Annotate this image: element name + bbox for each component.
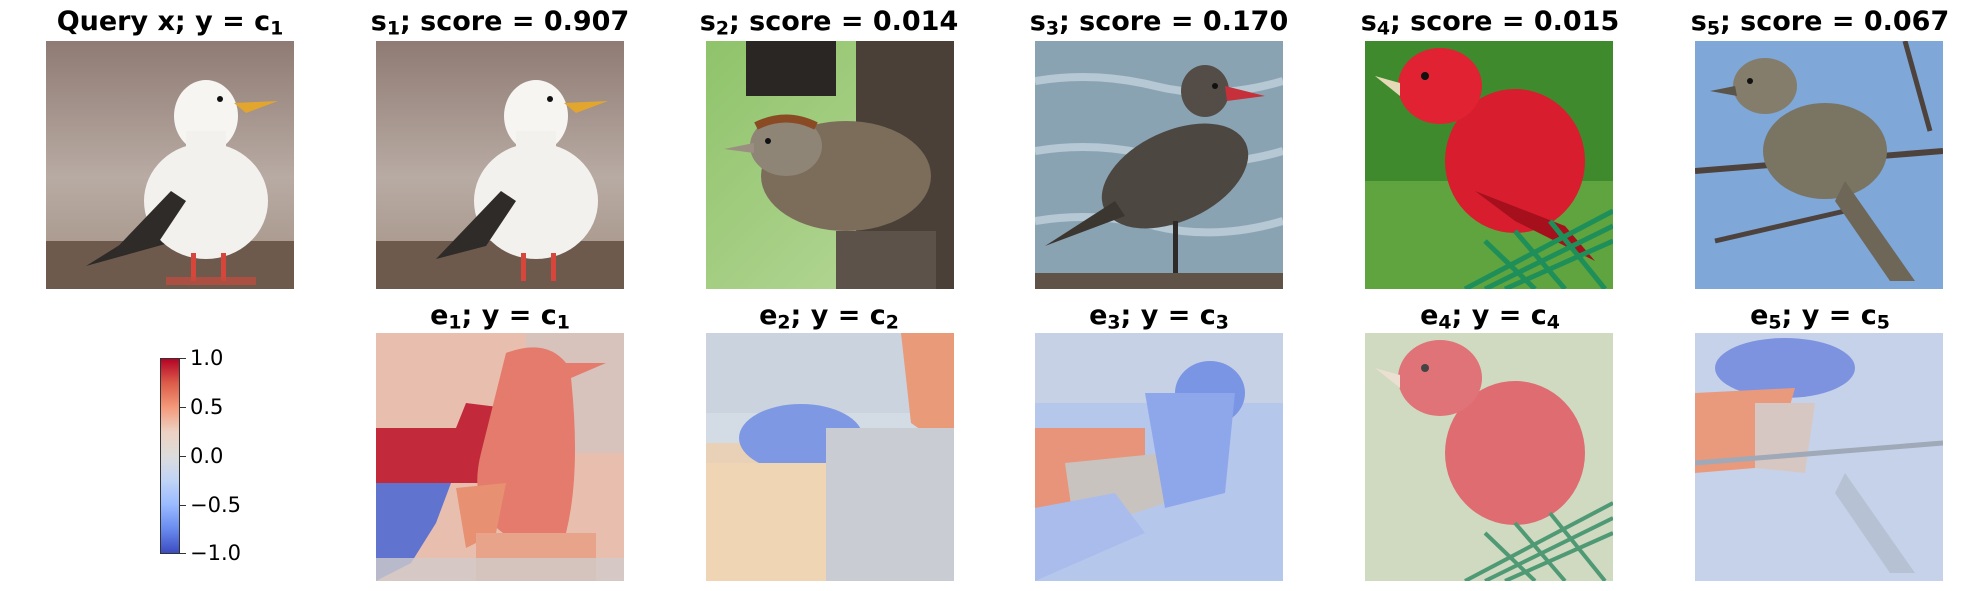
s1-image: [376, 41, 624, 289]
e1-title-esub: 1: [448, 311, 462, 334]
e2-title-csub: 2: [885, 311, 899, 334]
e5-heatmap: [1695, 333, 1943, 581]
s5-title-score: ; score = 0.067: [1719, 6, 1950, 37]
s5-title: s5; score = 0.067: [1691, 8, 1950, 39]
colorbar-tick: [180, 505, 186, 506]
s5-image: [1695, 41, 1943, 289]
colorbar-label-max: 1.0: [190, 346, 224, 370]
s4-title-score: ; score = 0.015: [1389, 6, 1620, 37]
s3-image: [1035, 41, 1283, 289]
e5-title: e5; y = c5: [1750, 302, 1890, 333]
e3-title-csub: 3: [1215, 311, 1229, 334]
e3-title-mid: ; y = c: [1120, 300, 1216, 331]
e4-title-csub: 4: [1546, 311, 1560, 334]
s2-title-sub: 2: [715, 17, 729, 40]
e4-title-mid: ; y = c: [1451, 300, 1547, 331]
colorbar-label-neg-half: −0.5: [190, 493, 241, 517]
colorbar-gradient: [160, 358, 180, 554]
colorbar-label-min: −1.0: [190, 541, 241, 565]
s5-title-s: s: [1690, 6, 1707, 37]
s2-title-score: ; score = 0.014: [728, 6, 959, 37]
s4-title: s4; score = 0.015: [1361, 8, 1620, 39]
e1-title-csub: 1: [556, 311, 570, 334]
s3-title-sub: 3: [1045, 17, 1059, 40]
s2-image: [706, 41, 954, 289]
colorbar-label-zero: 0.0: [190, 444, 224, 468]
e2-title: e2; y = c2: [759, 302, 899, 333]
query-title-sub: 1: [270, 17, 284, 40]
s2-title-s: s: [699, 6, 716, 37]
e3-title-esub: 3: [1107, 311, 1121, 334]
e2-title-e: e: [759, 300, 778, 331]
e5-title-mid: ; y = c: [1781, 300, 1877, 331]
e1-title: e1; y = c1: [430, 302, 570, 333]
s1-title-sub: 1: [386, 17, 400, 40]
colorbar: 1.0 0.5 0.0 −0.5 −1.0: [160, 346, 241, 565]
e2-title-mid: ; y = c: [790, 300, 886, 331]
e1-heatmap: [376, 333, 624, 581]
e4-title-e: e: [1420, 300, 1439, 331]
s3-title: s3; score = 0.170: [1030, 8, 1289, 39]
s3-title-s: s: [1029, 6, 1046, 37]
e5-title-csub: 5: [1876, 311, 1890, 334]
e5-title-e: e: [1750, 300, 1769, 331]
s5-title-sub: 5: [1706, 17, 1720, 40]
e3-title: e3; y = c3: [1089, 302, 1229, 333]
query-image: [46, 41, 294, 289]
s4-image: [1365, 41, 1613, 289]
colorbar-label-half: 0.5: [190, 395, 224, 419]
colorbar-tick: [180, 553, 186, 554]
e2-heatmap: [706, 333, 954, 581]
s1-title-score: ; score = 0.907: [399, 6, 630, 37]
s4-title-s: s: [1360, 6, 1377, 37]
e4-title-esub: 4: [1438, 311, 1452, 334]
e4-title: e4; y = c4: [1420, 302, 1560, 333]
query-title: Query x; y = c1: [57, 8, 284, 39]
s1-title-s: s: [370, 6, 387, 37]
e1-title-mid: ; y = c: [461, 300, 557, 331]
s4-title-sub: 4: [1376, 17, 1390, 40]
e2-title-esub: 2: [777, 311, 791, 334]
s2-title: s2; score = 0.014: [700, 8, 959, 39]
e3-title-e: e: [1089, 300, 1108, 331]
s3-title-score: ; score = 0.170: [1058, 6, 1289, 37]
colorbar-tick: [180, 456, 186, 457]
e3-heatmap: [1035, 333, 1283, 581]
e4-heatmap: [1365, 333, 1613, 581]
e5-title-esub: 5: [1768, 311, 1782, 334]
s1-title: s1; score = 0.907: [371, 8, 630, 39]
colorbar-tick: [180, 358, 186, 359]
query-title-text: Query x; y = c: [56, 6, 271, 37]
e1-title-e: e: [430, 300, 449, 331]
colorbar-tick: [180, 407, 186, 408]
